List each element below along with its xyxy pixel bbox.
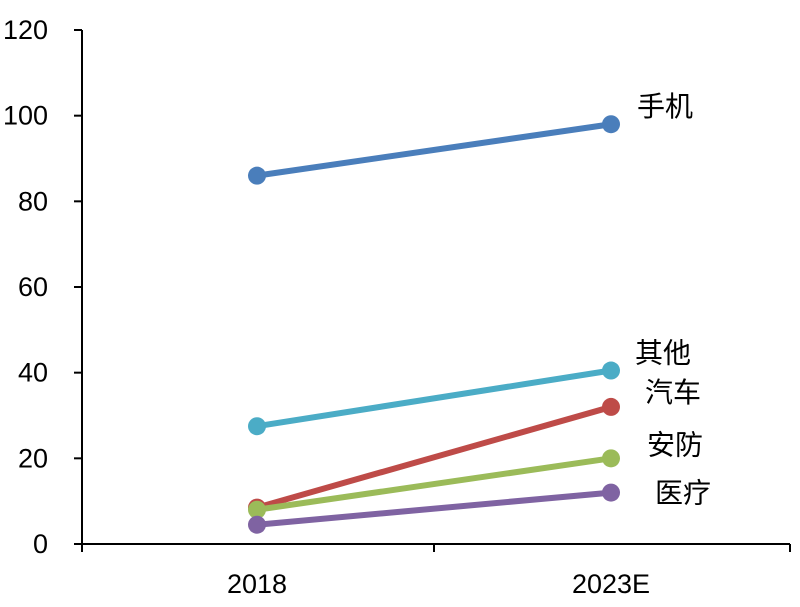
y-tick-label: 60 [18, 272, 48, 302]
series-手机: 手机 [248, 90, 693, 185]
data-point [248, 166, 266, 185]
series-label: 医疗 [655, 477, 711, 510]
x-tick-label: 2023E [572, 569, 650, 599]
y-tick-label: 120 [3, 15, 48, 45]
y-tick-label: 20 [18, 443, 48, 473]
series-line [254, 367, 614, 430]
data-point [602, 115, 620, 134]
y-tick-label: 40 [18, 358, 48, 388]
series-label: 汽车 [645, 376, 701, 409]
x-ticks: 2018 2023E [81, 544, 791, 599]
data-point [602, 361, 620, 380]
series-安防: 安防 [248, 428, 703, 519]
data-point [248, 515, 266, 534]
data-point [602, 483, 620, 502]
y-tick-label: 100 [3, 101, 48, 131]
series-其他: 其他 [248, 337, 691, 436]
series-汽车: 汽车 [248, 376, 701, 517]
series-label: 其他 [635, 337, 691, 370]
y-ticks: 0 20 40 60 80 100 120 [3, 15, 82, 559]
data-point [602, 397, 620, 416]
data-point [248, 417, 266, 436]
x-tick-label: 2018 [227, 569, 287, 599]
series-label: 安防 [647, 428, 703, 461]
data-point [248, 500, 266, 519]
data-point [602, 449, 620, 468]
series-line [254, 403, 614, 511]
series-line [254, 489, 614, 528]
series-line [254, 121, 614, 179]
series-label: 手机 [637, 90, 693, 123]
y-tick-label: 0 [33, 529, 48, 559]
y-tick-label: 80 [18, 186, 48, 216]
series-line [254, 455, 614, 513]
series-医疗: 医疗 [248, 477, 711, 534]
